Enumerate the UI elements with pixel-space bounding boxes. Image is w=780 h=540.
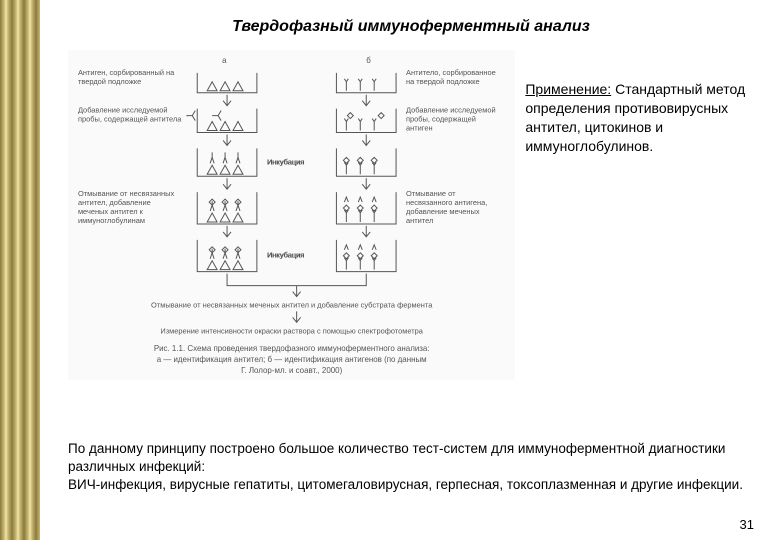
b-step2-well: [336, 109, 396, 133]
a-step1-well: [197, 73, 257, 93]
b-step5-well: [336, 240, 396, 272]
a-step3-well: [197, 148, 257, 176]
b-step4-label: Отмывание отнесвязанного антигена,добавл…: [406, 189, 487, 225]
b-step1-label: Антитело, сорбированноена твердой подлож…: [406, 68, 496, 86]
bottom-line1: По данному принципу построено большое ко…: [68, 440, 754, 476]
b-step2-label: Добавление исследуемойпробы, содержащейа…: [406, 106, 496, 133]
a-step4-well: [197, 192, 257, 224]
caption1: Рис. 1.1. Схема проведения твердофазного…: [154, 344, 430, 353]
col-a-header: а: [222, 56, 227, 65]
caption3: Г. Лолор-мл. и соавт., 2000): [241, 366, 342, 375]
caption2: а — идентификация антител; б — идентифик…: [157, 355, 427, 364]
b-step5-label: Инкубация: [267, 251, 304, 260]
bottom-line2: ВИЧ-инфекция, вирусные гепатиты, цитомег…: [68, 476, 754, 494]
b-step1-well: [336, 73, 396, 93]
a-step2-label: Добавление исследуемойпробы, содержащей …: [78, 106, 182, 124]
a-step1-label: Антиген, сорбированный натвердой подложк…: [78, 68, 175, 86]
b-step3-well: [336, 148, 396, 176]
merge-line: Отмывание от несвязанных меченых антител…: [151, 300, 433, 309]
col-b-header: б: [366, 56, 371, 65]
slide-content: Твердофазный иммуноферментный анализ а б…: [58, 0, 768, 540]
a-step2-well: [186, 109, 257, 133]
application-heading: Применение:: [525, 81, 611, 97]
a-step4-label: Отмывание от несвязанныхантител, добавле…: [78, 189, 175, 225]
b-step3-label: Инкубация: [267, 157, 304, 166]
decorative-border: [0, 0, 40, 540]
bottom-paragraph: По данному принципу построено большое ко…: [68, 440, 754, 495]
arrow-icon: [223, 95, 231, 106]
middle-row: а б Антиген, сорбированный натвердой под…: [68, 50, 754, 380]
page-title: Твердофазный иммуноферментный анализ: [68, 18, 754, 36]
application-block: Применение: Стандартный метод определени…: [525, 50, 754, 380]
spectro-line: Измерение интенсивности окраски раствора…: [160, 326, 423, 335]
a-step5-well: [197, 240, 257, 272]
page-number: 31: [740, 517, 754, 532]
b-step4-well: [336, 192, 396, 224]
elisa-diagram: а б Антиген, сорбированный натвердой под…: [68, 50, 515, 380]
